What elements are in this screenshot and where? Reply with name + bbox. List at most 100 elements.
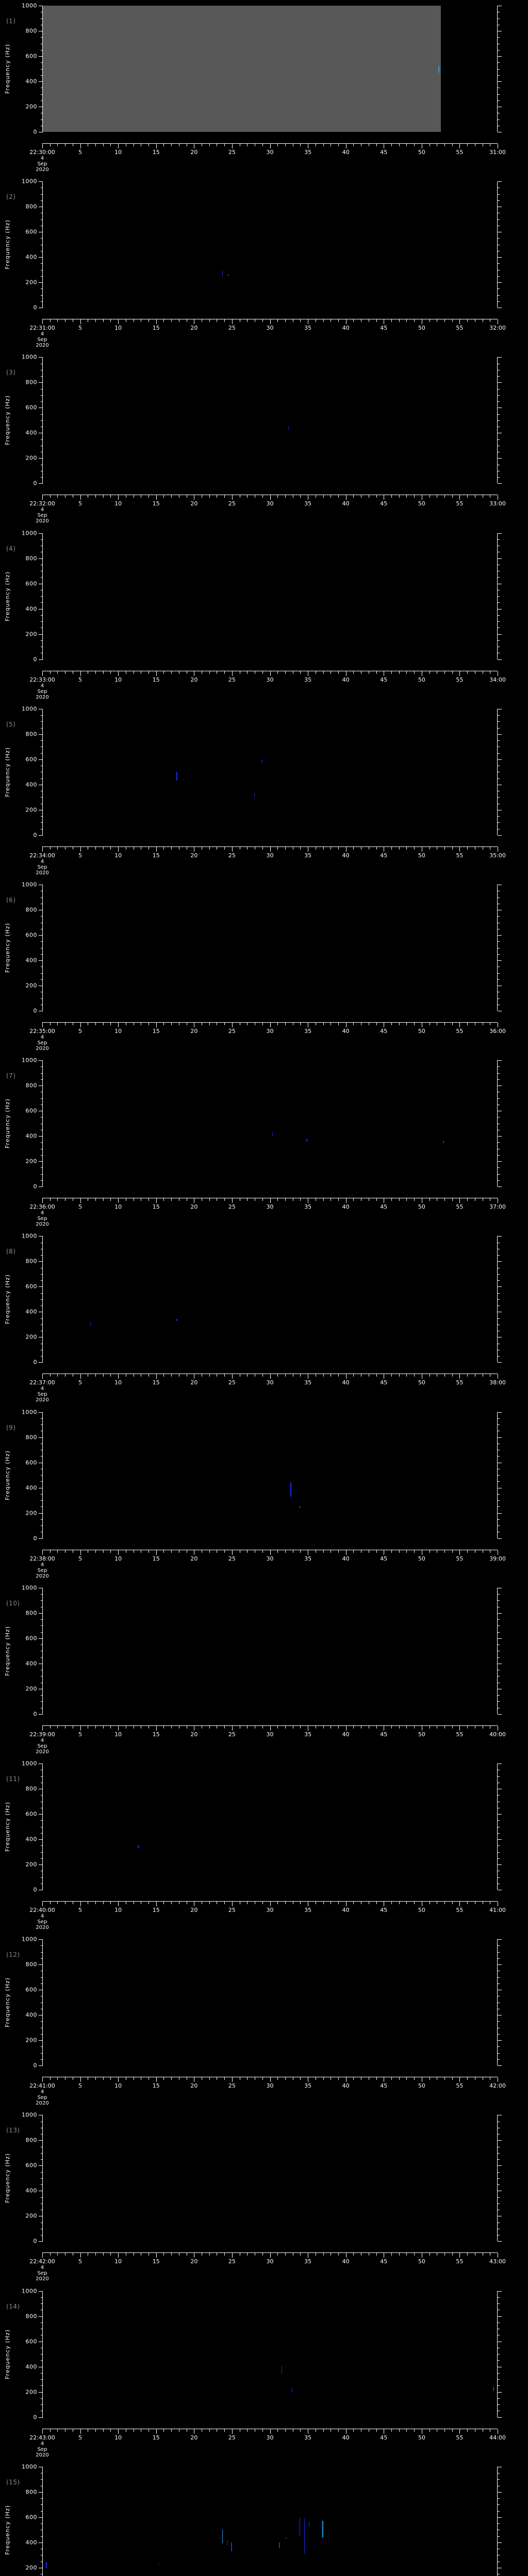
x-tick-label: 50 [418, 2258, 425, 2265]
x-tick [459, 846, 460, 852]
x-tick [444, 1550, 445, 1553]
x-ticks [42, 2077, 498, 2082]
x-tick [171, 1902, 172, 1904]
x-tick-label: 20 [190, 2082, 198, 2090]
y-tick [498, 2360, 500, 2361]
x-tick [163, 144, 164, 146]
date-line: 4 [40, 156, 44, 161]
x-ticks [42, 846, 498, 852]
x-tick [95, 1023, 96, 1025]
x-tick [247, 144, 248, 146]
x-tick [323, 495, 324, 498]
y-tick [498, 1506, 500, 1507]
x-tick [209, 319, 210, 323]
plot-area-12[interactable] [42, 1939, 498, 2066]
y-ticks-left [39, 6, 43, 132]
plot-area-13[interactable] [42, 2115, 498, 2242]
x-tick [163, 1374, 164, 1377]
x-tick-label: 40 [342, 2258, 350, 2265]
x-tick [50, 2077, 51, 2080]
x-tick [444, 1725, 445, 1728]
plot-area-5[interactable] [42, 708, 498, 835]
x-tick [353, 671, 354, 674]
x-tick [95, 1725, 96, 1728]
date-stack: 4 Sep 2020 [11, 683, 73, 700]
x-tick-label: 50 [418, 676, 425, 683]
x-tick-label: 5 [78, 1204, 82, 1211]
y-tick-label: 200 [25, 1861, 37, 1868]
x-ticks [42, 2429, 498, 2434]
spectrogram-raster-4 [42, 533, 498, 659]
x-tick [171, 671, 172, 674]
date-stack: 4 Sep 2020 [11, 859, 73, 876]
date-line: 2020 [36, 167, 49, 173]
x-tick-label: 45 [380, 676, 388, 683]
x-tick [50, 2253, 51, 2256]
x-tick [467, 1550, 468, 1553]
y-tick [498, 615, 500, 616]
x-tick-label: 10 [114, 1555, 122, 1562]
date-line: 4 [40, 683, 44, 689]
x-tick [262, 144, 263, 146]
y-axis-title-text: Frequency (Hz) [4, 747, 11, 797]
x-tick [148, 1725, 150, 1728]
plot-area-14[interactable] [42, 2291, 498, 2417]
y-tick [41, 822, 43, 823]
y-tick-labels: 0 200 400 600 800 1000 [0, 2112, 37, 2245]
y-tick [41, 1701, 43, 1702]
x-tick [118, 319, 119, 325]
x-tick-label: 35 [304, 1555, 312, 1562]
x-tick [148, 1902, 150, 1904]
x-tick [247, 495, 248, 498]
x-tick-labels: 22:42:00 5 10 15 20 25 30 35 40 45 50 55 43:00 [0, 2258, 528, 2266]
plot-area-4[interactable] [42, 533, 498, 659]
x-tick [103, 319, 104, 323]
y-tick [498, 257, 502, 258]
x-tick [391, 144, 392, 146]
x-tick-label: 35 [304, 852, 312, 859]
x-tick [406, 319, 407, 323]
y-tick [498, 1538, 502, 1539]
x-tick [80, 846, 81, 852]
x-tick [103, 2077, 104, 2080]
x-tick [277, 846, 278, 850]
y-tick [41, 1293, 43, 1294]
plot-area-1[interactable] [42, 6, 498, 132]
x-tick [42, 319, 43, 325]
y-tick [41, 1958, 43, 1959]
y-tick [39, 282, 43, 283]
x-tick [467, 671, 468, 674]
plot-area-15[interactable] [42, 2466, 498, 2576]
x-tick-label: 45 [380, 325, 388, 332]
x-end-label: 39:00 [489, 1555, 506, 1562]
x-tick [163, 319, 164, 323]
plot-area-2[interactable] [42, 181, 498, 308]
y-tick [498, 2372, 500, 2374]
y-tick [498, 1845, 500, 1846]
y-axis-right-spine [497, 2466, 498, 2576]
x-tick [95, 671, 96, 674]
x-tick [232, 1023, 233, 1027]
x-tick-label: 40 [342, 852, 350, 859]
x-tick [50, 1902, 51, 1904]
y-tick-label: 600 [25, 1283, 37, 1290]
x-tick [285, 2077, 286, 2080]
x-tick [118, 1198, 119, 1204]
spectrogram-raster-12 [42, 1939, 498, 2065]
x-tick [414, 846, 415, 850]
x-tick [247, 1550, 248, 1553]
plot-area-8[interactable] [42, 1236, 498, 1363]
x-tick [338, 1902, 339, 1904]
plot-area-7[interactable] [42, 1060, 498, 1187]
plot-area-9[interactable] [42, 1412, 498, 1538]
y-tick [498, 1299, 500, 1300]
plot-area-11[interactable] [42, 1764, 498, 1890]
plot-area-10[interactable] [42, 1587, 498, 1714]
x-tick [452, 846, 453, 850]
y-tick [39, 1839, 43, 1840]
plot-area-6[interactable] [42, 885, 498, 1011]
x-tick-label: 35 [304, 1907, 312, 1913]
y-tick [498, 1858, 500, 1859]
x-tick-label: 35 [304, 325, 312, 332]
plot-area-3[interactable] [42, 357, 498, 484]
